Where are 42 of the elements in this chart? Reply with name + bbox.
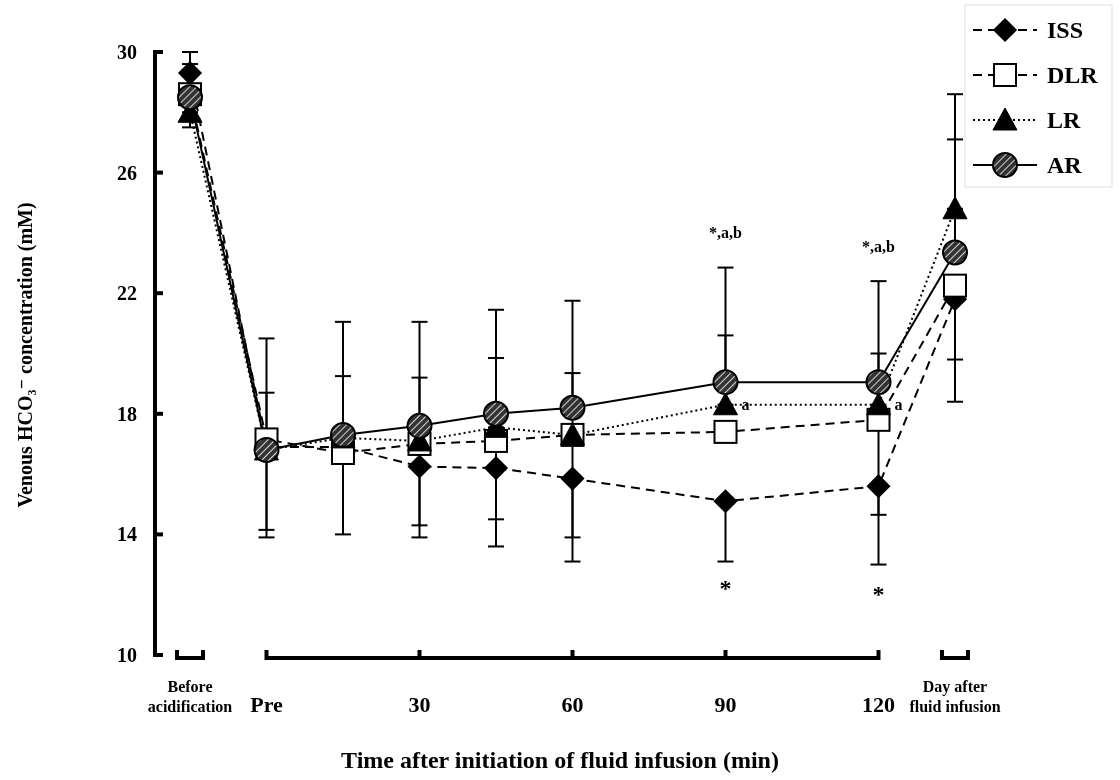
point [943, 273, 967, 298]
annotation: * [719, 575, 732, 602]
annotation: a [894, 396, 903, 414]
x-tick-label: 60 [561, 692, 584, 717]
point [406, 412, 433, 439]
point [712, 369, 739, 396]
y-tick-label: 18 [117, 402, 137, 425]
annotation: *,a,b [862, 237, 896, 255]
x-tick-label: Before acidification [147, 678, 233, 715]
legend-label: LR [1047, 107, 1082, 134]
y-tick-label: 22 [117, 282, 137, 305]
point [942, 239, 968, 266]
y-tick-label: 14 [117, 523, 137, 546]
x-tick-label: Day after fluid infusion [909, 678, 1001, 715]
x-tick-label: 120 [862, 692, 895, 717]
point [713, 392, 738, 416]
point [866, 392, 891, 416]
legend-label: AR [1047, 152, 1083, 179]
point [865, 369, 892, 396]
point [178, 61, 202, 85]
point [407, 454, 432, 479]
point [866, 474, 891, 498]
legend-label: DLR [1047, 62, 1099, 89]
annotation: *,a,b [709, 223, 743, 241]
y-tick-label: 26 [117, 161, 137, 184]
x-axis-title: Time after initiation of fluid infusion (min) [341, 747, 779, 773]
x-tick-label: Pre [250, 692, 284, 717]
legend-label: ISS [1047, 17, 1084, 44]
point [713, 489, 738, 513]
point [560, 466, 585, 491]
point [483, 400, 509, 427]
y-axis-title: Venous HCO₃⁻ concentration (mM) [14, 202, 37, 508]
y-tick-label: 30 [117, 41, 137, 63]
point [942, 196, 968, 220]
annotation: a [741, 396, 750, 414]
y-tick-label: 10 [117, 644, 137, 666]
x-tick-label: 90 [714, 692, 737, 717]
x-tick-label: 30 [408, 692, 431, 717]
point [484, 456, 508, 480]
annotation: * [872, 581, 885, 608]
point [713, 419, 738, 444]
point [559, 394, 586, 421]
